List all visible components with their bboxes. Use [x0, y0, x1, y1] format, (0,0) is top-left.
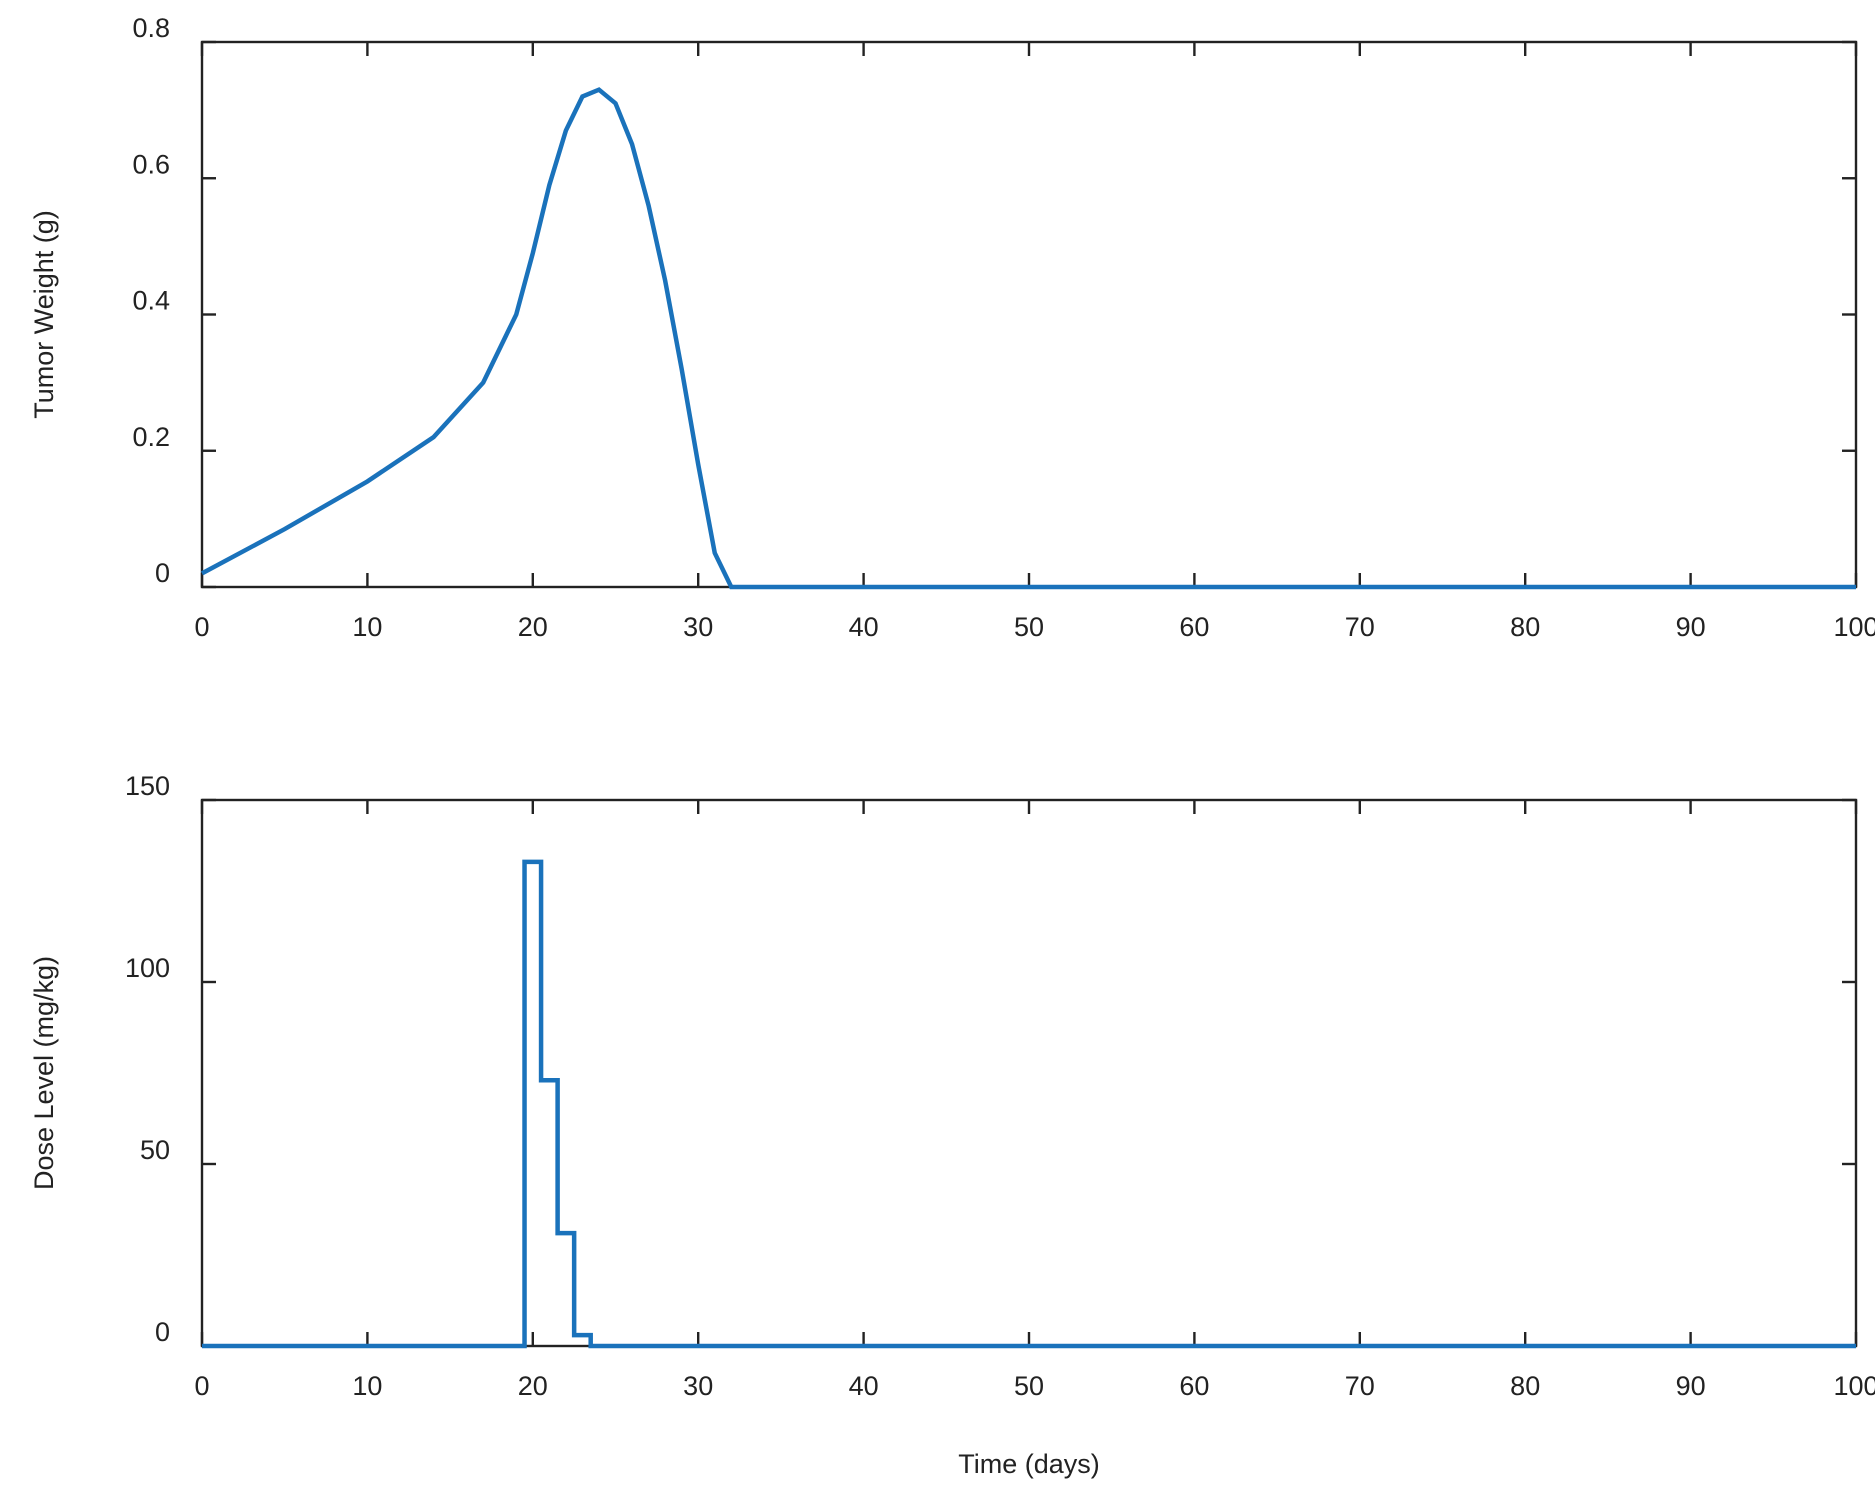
y-tick-label: 100: [125, 953, 170, 983]
x-tick-label: 40: [849, 612, 879, 642]
x-tick-label: 50: [1014, 612, 1044, 642]
x-tick-label: 10: [352, 1371, 382, 1401]
x-tick-label: 0: [194, 612, 209, 642]
y-tick-label: 0.6: [132, 149, 170, 179]
x-tick-label: 80: [1510, 1371, 1540, 1401]
x-tick-label: 20: [518, 612, 548, 642]
x-tick-label: 50: [1014, 1371, 1044, 1401]
x-tick-label: 40: [849, 1371, 879, 1401]
x-tick-label: 90: [1676, 1371, 1706, 1401]
y-axis-label: Dose Level (mg/kg): [29, 956, 59, 1190]
y-tick-label: 0: [155, 1317, 170, 1347]
y-tick-label: 0.8: [132, 13, 170, 43]
x-tick-label: 90: [1676, 612, 1706, 642]
panel: 0 10 20 30 40 50 60 70 80 90 100 0 0.2 0.4 0.6 0.8 Tumor…: [29, 13, 1875, 642]
y-tick-label: 0: [155, 558, 170, 588]
data-line: [200, 87, 1856, 590]
x-tick-label: 80: [1510, 612, 1540, 642]
x-tick-label: 70: [1345, 612, 1375, 642]
x-tick-label: 10: [352, 612, 382, 642]
data-line: [202, 859, 1856, 1349]
y-tick-label: 0.4: [132, 286, 170, 316]
x-tick-label: 100: [1833, 1371, 1875, 1401]
x-tick-label: 20: [518, 1371, 548, 1401]
x-tick-label: 60: [1179, 612, 1209, 642]
plot-frame: [200, 798, 1858, 1348]
x-axis-label: Time (days): [958, 1449, 1100, 1479]
y-tick-label: 50: [140, 1135, 170, 1165]
x-tick-label: 60: [1179, 1371, 1209, 1401]
x-tick-label: 100: [1833, 612, 1875, 642]
y-tick-label: 150: [125, 771, 170, 801]
x-tick-label: 30: [683, 612, 713, 642]
y-axis-label: Tumor Weight (g): [29, 210, 59, 419]
plot-frame: [200, 40, 1858, 589]
x-tick-label: 30: [683, 1371, 713, 1401]
x-tick-label: 70: [1345, 1371, 1375, 1401]
panel: 0 10 20 30 40 50 60 70 80 90 100 0 50 100 150 Dose Leve…: [29, 771, 1875, 1479]
x-tick-label: 0: [194, 1371, 209, 1401]
y-tick-label: 0.2: [132, 422, 170, 452]
